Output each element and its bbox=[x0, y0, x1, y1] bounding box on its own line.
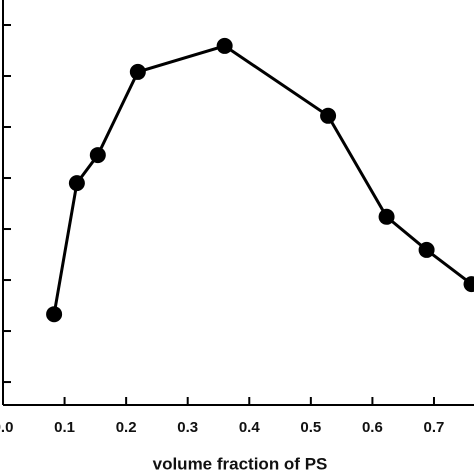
data-point bbox=[418, 241, 435, 258]
data-point bbox=[216, 37, 233, 54]
data-point bbox=[68, 175, 85, 192]
data-line bbox=[52, 44, 473, 315]
x-tick-label: 0.5 bbox=[300, 419, 321, 436]
data-point bbox=[89, 147, 106, 164]
x-tick-label: 0.2 bbox=[116, 419, 137, 436]
x-tick-label: 0.7 bbox=[424, 419, 445, 436]
data-point bbox=[320, 107, 337, 124]
x-tick-label: 0.6 bbox=[362, 419, 383, 436]
data-point bbox=[46, 306, 63, 323]
data-point bbox=[129, 63, 146, 80]
data-point bbox=[463, 276, 474, 293]
x-tick-label: 0.1 bbox=[54, 419, 75, 436]
data-point bbox=[378, 208, 395, 225]
x-tick-label: 0.0 bbox=[0, 419, 13, 436]
x-tick-label: 0.4 bbox=[239, 419, 261, 436]
x-tick-label: 0.3 bbox=[177, 419, 198, 436]
x-axis-label: volume fraction of PS bbox=[153, 454, 328, 473]
